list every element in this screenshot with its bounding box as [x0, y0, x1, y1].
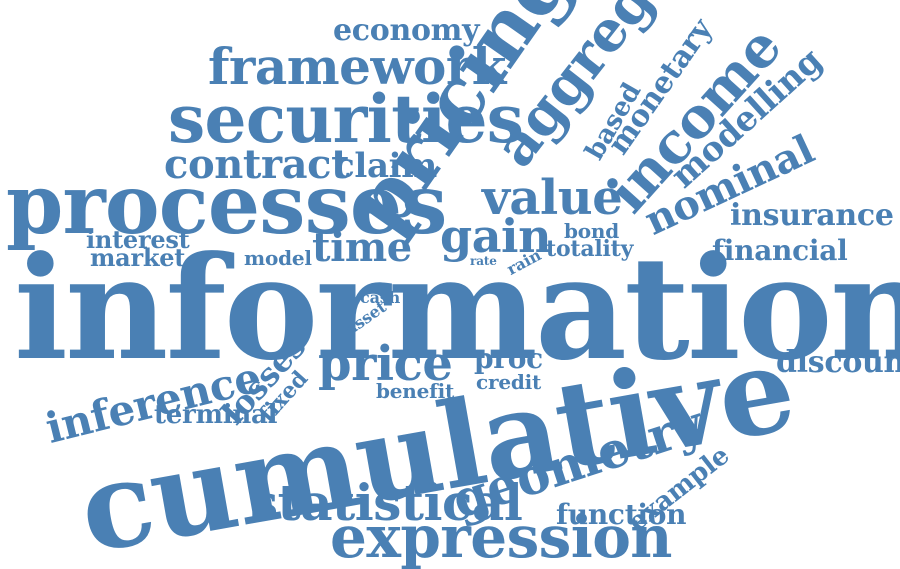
word-gain: gain: [440, 209, 552, 263]
word-value: value: [482, 170, 623, 226]
word-economy: economy: [333, 13, 480, 48]
word-terminal: terminal: [154, 400, 278, 430]
word-time: time: [312, 224, 412, 271]
word-expression: expression: [330, 503, 672, 569]
word-statistical: statistical: [250, 473, 523, 532]
word-price: price: [318, 336, 453, 392]
word-market: market: [90, 243, 186, 272]
word-claim: claim: [334, 146, 437, 186]
word-information: information: [14, 226, 900, 392]
word-benefit: benefit: [376, 379, 455, 403]
word-framework: framework: [208, 37, 506, 96]
word-proc: proc: [474, 342, 543, 375]
word-securities: securities: [168, 80, 524, 158]
word-rate: rate: [470, 254, 497, 268]
word-contract: contract: [164, 141, 350, 188]
word-cash: cash: [360, 288, 401, 307]
word-model: model: [244, 246, 312, 270]
word-financial: financial: [712, 234, 848, 267]
word-insurance: insurance: [730, 198, 894, 233]
word-interest: interest: [86, 225, 190, 254]
word-processes: processes: [6, 157, 447, 253]
word-credit: credit: [476, 370, 542, 394]
word-function: function: [556, 498, 687, 531]
word-bond: bond: [564, 219, 620, 243]
word-totality: totality: [546, 236, 634, 262]
